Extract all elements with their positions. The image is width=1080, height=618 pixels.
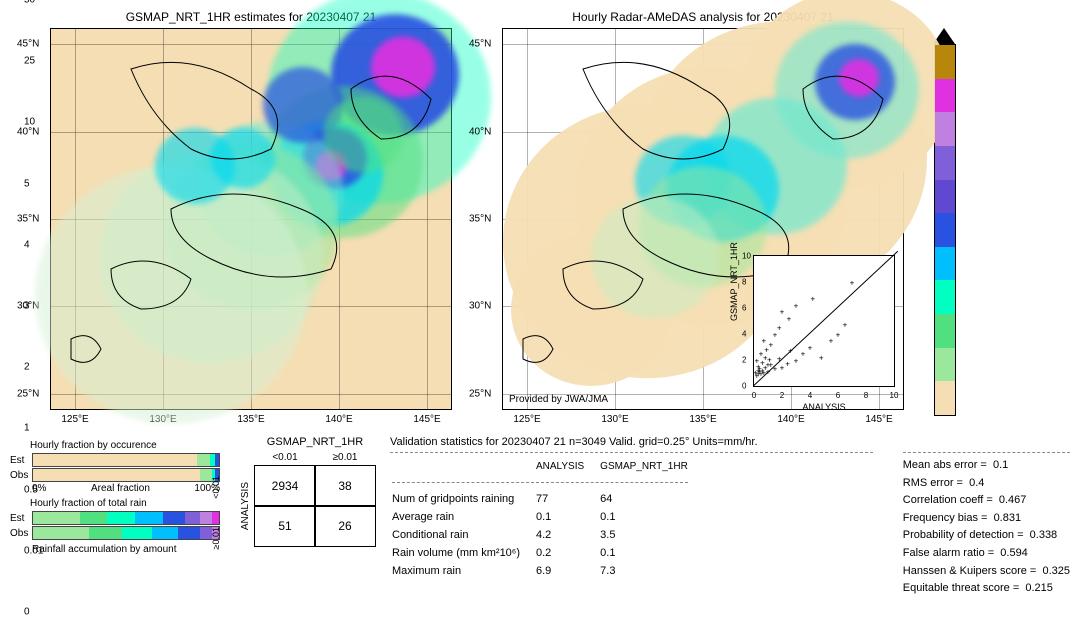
- total-title: Hourly fraction of total rain: [30, 498, 220, 509]
- colorbar-tick: 10: [24, 117, 35, 128]
- stat-row: Frequency bias = 0.831: [903, 510, 1070, 528]
- ct-cell-01: 38: [314, 465, 376, 507]
- xtick: 135°E: [237, 414, 264, 425]
- xtick: 125°E: [61, 414, 88, 425]
- fraction-bar: [32, 511, 220, 525]
- ytick: 45°N: [469, 39, 491, 50]
- stats-list: Mean abs error = 0.1RMS error = 0.4Corre…: [903, 436, 1070, 598]
- fraction-bar: [32, 468, 220, 482]
- colorbar-segment: [935, 79, 955, 113]
- colorbar-segment: [935, 381, 955, 415]
- fraction-bar: [32, 526, 220, 540]
- map-attribution: Provided by JWA/JMA: [509, 394, 608, 405]
- stat-row: Probability of detection = 0.338: [903, 527, 1070, 545]
- occurrence-title: Hourly fraction by occurence: [30, 440, 220, 451]
- ct-col-hdr-1: ≥0.01: [333, 452, 358, 463]
- table-row: Average rain0.10.1: [392, 509, 702, 525]
- fraction-bars: Hourly fraction by occurence EstObs 0% A…: [10, 436, 220, 598]
- xtick: 130°E: [601, 414, 628, 425]
- colorbar: 502510543210.50.010: [934, 44, 956, 416]
- colorbar-segment: [935, 314, 955, 348]
- ytick: 35°N: [17, 214, 39, 225]
- top-row: GSMAP_NRT_1HR estimates for 20230407 21 …: [10, 10, 1070, 416]
- ct-col-hdr-0: <0.01: [272, 452, 297, 463]
- contingency-table: GSMAP_NRT_1HR <0.01 ≥0.01 ANALYSIS 2934 …: [235, 436, 375, 598]
- xtick: 125°E: [513, 414, 540, 425]
- inset-scatter: ++++++++++++++++++++++++++++++++++++++++…: [753, 255, 895, 387]
- colorbar-segment: [935, 45, 955, 79]
- colorbar-tick: 2: [24, 362, 30, 373]
- table-row: Maximum rain6.97.3: [392, 563, 702, 579]
- ytick: 25°N: [469, 388, 491, 399]
- xtick: 135°E: [689, 414, 716, 425]
- ct-cell-00: 2934: [254, 465, 316, 507]
- validation-table: ANALYSISGSMAP_NRT_1HR Num of gridpoints …: [390, 457, 704, 581]
- colorbar-segment: [935, 247, 955, 281]
- stat-row: Equitable threat score = 0.215: [903, 580, 1070, 598]
- ct-cell-11: 26: [314, 505, 376, 547]
- stat-row: Hanssen & Kuipers score = 0.325: [903, 563, 1070, 581]
- colorbar-tick: 25: [24, 56, 35, 67]
- bar-label: Obs: [10, 470, 32, 481]
- ytick: 40°N: [469, 126, 491, 137]
- colorbar-tick: 0.5: [24, 484, 38, 495]
- validation-title: Validation statistics for 20230407 21 n=…: [390, 436, 873, 448]
- colorbar-segment: [935, 146, 955, 180]
- ct-row-hdr-0: <0.01: [211, 476, 221, 499]
- colorbar-segment: [935, 348, 955, 382]
- colorbar-segment: [935, 213, 955, 247]
- stat-row: Mean abs error = 0.1: [903, 457, 1070, 475]
- colorbar-tick: 50: [24, 0, 35, 6]
- right-map: 45°N40°N35°N30°N25°N125°E130°E135°E140°E…: [502, 28, 904, 410]
- ytick: 30°N: [469, 301, 491, 312]
- bar-label: Obs: [10, 528, 32, 539]
- ct-cell-10: 51: [254, 505, 316, 547]
- colorbar-container: 502510543210.50.010: [934, 28, 956, 416]
- colorbar-tick: 0.01: [24, 545, 43, 556]
- left-map: 45°N40°N35°N30°N25°N125°E130°E135°E140°E…: [50, 28, 452, 410]
- left-map-panel: GSMAP_NRT_1HR estimates for 20230407 21 …: [50, 10, 452, 416]
- bar-label: Est: [10, 455, 32, 466]
- ytick: 25°N: [17, 388, 39, 399]
- table-row: Num of gridpoints raining7764: [392, 491, 702, 507]
- bottom-row: Hourly fraction by occurence EstObs 0% A…: [10, 436, 1070, 598]
- colorbar-tick: 1: [24, 423, 30, 434]
- stat-row: Correlation coeff = 0.467: [903, 492, 1070, 510]
- xtick: 145°E: [413, 414, 440, 425]
- ytick: 45°N: [17, 39, 39, 50]
- colorbar-tick: 4: [24, 239, 30, 250]
- xtick: 140°E: [777, 414, 804, 425]
- table-row: Conditional rain4.23.5: [392, 527, 702, 543]
- colorbar-segment: [935, 112, 955, 146]
- ct-row-label: ANALYSIS: [240, 482, 251, 530]
- colorbar-segment: [935, 280, 955, 314]
- right-map-panel: Hourly Radar-AMeDAS analysis for 2023040…: [502, 10, 904, 416]
- validation-block: Validation statistics for 20230407 21 n=…: [390, 436, 1070, 598]
- ct-row-hdr-1: ≥0.01: [211, 527, 221, 549]
- xtick: 145°E: [865, 414, 892, 425]
- fraction-bar: [32, 453, 220, 467]
- ytick: 35°N: [469, 214, 491, 225]
- stat-row: RMS error = 0.4: [903, 475, 1070, 493]
- bar-label: Est: [10, 513, 32, 524]
- table-row: Rain volume (mm km²10⁶)0.20.1: [392, 545, 702, 561]
- colorbar-tick: 5: [24, 178, 30, 189]
- xtick: 140°E: [325, 414, 352, 425]
- colorbar-tick: 0: [24, 607, 30, 618]
- colorbar-tick: 3: [24, 301, 30, 312]
- inset-ylabel: GSMAP_NRT_1HR: [729, 242, 739, 321]
- stat-row: False alarm ratio = 0.594: [903, 545, 1070, 563]
- inset-xlabel: ANALYSIS: [754, 402, 894, 412]
- accum-footer: Rainfall accumulation by amount: [32, 544, 220, 555]
- ct-col-label: GSMAP_NRT_1HR: [255, 436, 375, 448]
- axis-areal: Areal fraction: [91, 483, 150, 494]
- colorbar-segment: [935, 180, 955, 214]
